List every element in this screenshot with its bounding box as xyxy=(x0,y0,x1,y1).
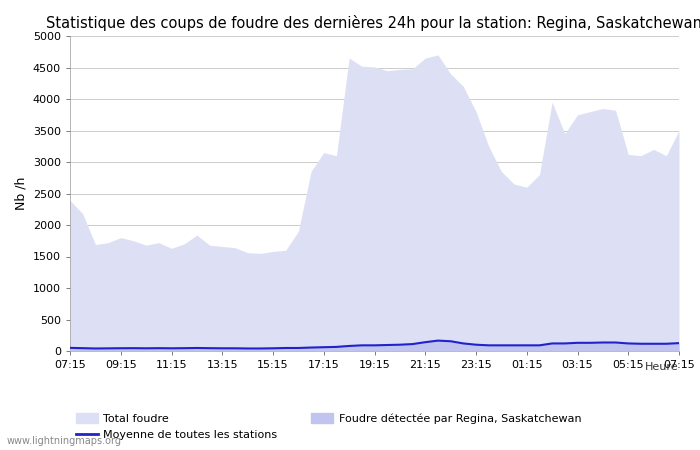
Title: Statistique des coups de foudre des dernières 24h pour la station: Regina, Saska: Statistique des coups de foudre des dern… xyxy=(46,15,700,31)
Legend: Total foudre, Moyenne de toutes les stations, Foudre détectée par Regina, Saskat: Total foudre, Moyenne de toutes les stat… xyxy=(76,413,581,441)
Text: www.lightningmaps.org: www.lightningmaps.org xyxy=(7,436,122,446)
Text: Heure: Heure xyxy=(645,362,679,372)
Y-axis label: Nb /h: Nb /h xyxy=(14,177,27,210)
